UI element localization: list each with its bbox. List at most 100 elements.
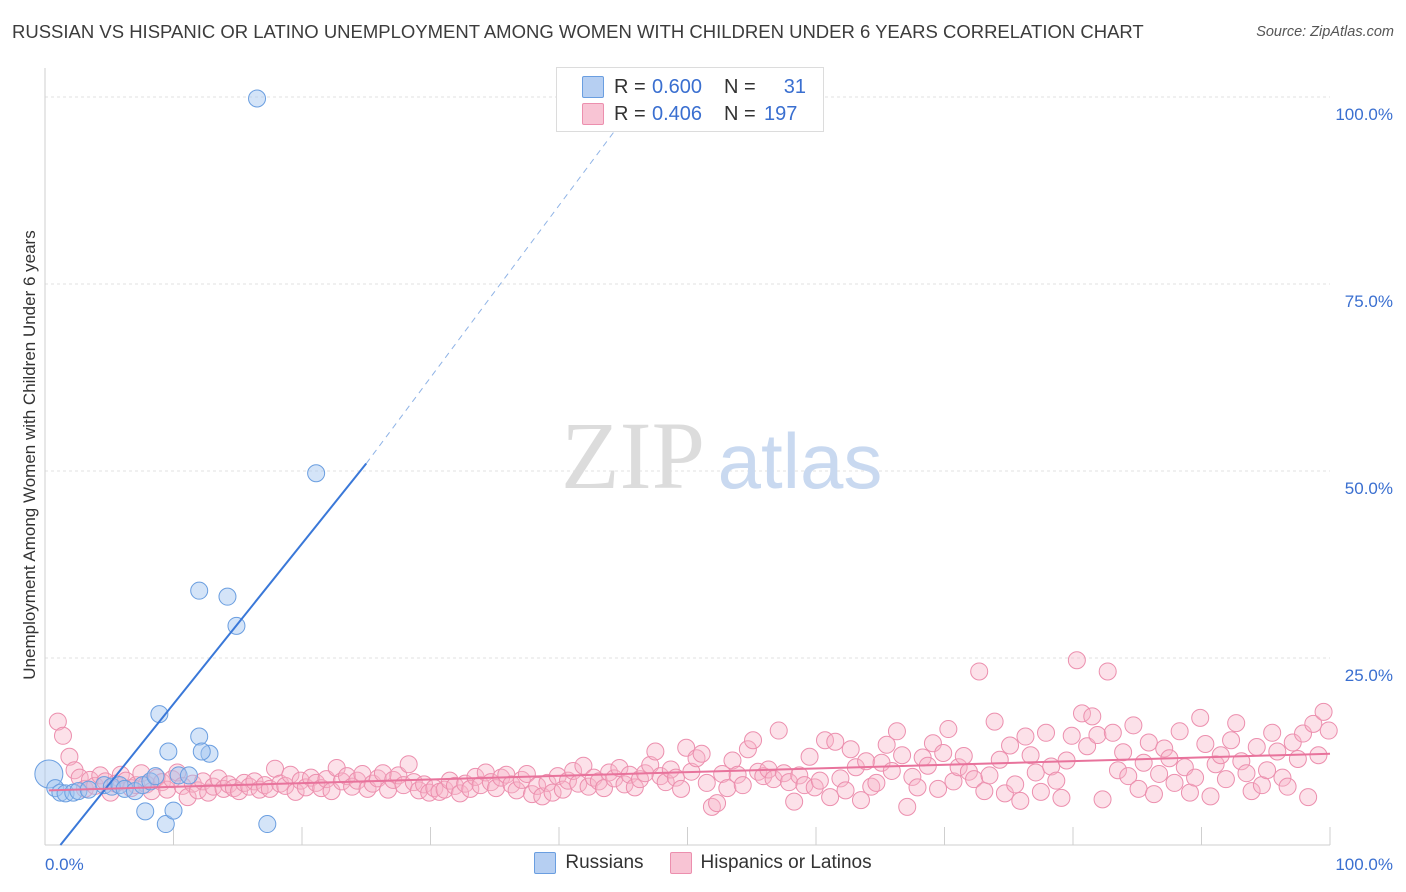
axes <box>44 68 1331 846</box>
hispanic-point <box>785 792 804 811</box>
russian-point <box>141 772 160 791</box>
hispanic-point <box>1258 761 1277 780</box>
hispanic-point <box>579 777 598 796</box>
hispanic-point <box>836 781 855 800</box>
hispanic-points <box>48 651 1338 816</box>
hispanic-point <box>841 740 860 759</box>
hispanic-point <box>949 758 968 777</box>
hispanic-point <box>1242 782 1261 801</box>
hispanic-point <box>1037 723 1056 742</box>
hispanic-point <box>1026 763 1045 782</box>
y-tick-label: 100.0% <box>1335 105 1393 124</box>
chart-title: RUSSIAN VS HISPANIC OR LATINO UNEMPLOYME… <box>12 21 1144 42</box>
hispanic-point <box>990 750 1009 769</box>
hispanic-point <box>954 746 973 765</box>
hispanic-point <box>435 780 454 799</box>
hispanic-point <box>158 780 177 799</box>
hispanic-point <box>1237 764 1256 783</box>
hispanic-point <box>266 759 285 778</box>
hispanic-point <box>1288 749 1307 768</box>
hispanic-point <box>939 720 958 739</box>
russian-point <box>190 581 209 600</box>
hispanic-point <box>995 784 1014 803</box>
y-tick-label: 25.0% <box>1345 666 1393 685</box>
hispanic-point <box>780 773 799 792</box>
hispanic-point <box>1186 768 1205 787</box>
hispanic-point <box>1180 783 1199 802</box>
hispanic-point <box>487 779 506 798</box>
hispanic-point <box>440 771 459 790</box>
hispanic-point <box>168 763 187 782</box>
hispanic-point <box>1319 721 1338 740</box>
legend-item-russians[interactable]: Russians <box>534 852 644 874</box>
hispanic-point <box>713 764 732 783</box>
hispanic-point <box>337 767 356 786</box>
hispanic-point <box>975 782 994 801</box>
hispanic-point <box>821 788 840 807</box>
watermark-zip: ZIP <box>561 402 705 509</box>
hispanic-point <box>1021 746 1040 765</box>
hispanic-point <box>533 787 552 806</box>
hispanic-point <box>893 746 912 765</box>
hispanic-point <box>738 740 757 759</box>
hispanic-point <box>399 755 418 774</box>
hispanic-point <box>48 712 67 731</box>
russian-point <box>307 464 326 483</box>
hispanic-point <box>800 747 819 766</box>
hispanic-point <box>507 781 526 800</box>
russian-point <box>218 587 237 606</box>
hispanic-point <box>1299 788 1318 807</box>
russian-points <box>34 89 326 834</box>
watermark-atlas: atlas <box>718 417 883 505</box>
x-tick-label: 0.0% <box>45 855 84 874</box>
hispanic-point <box>898 797 917 816</box>
hispanics-swatch <box>669 852 692 874</box>
hispanic-point <box>610 758 629 777</box>
hispanic-point <box>697 773 716 792</box>
hispanic-point <box>1119 767 1138 786</box>
hispanic-point <box>1072 704 1091 723</box>
hispanic-point <box>451 784 470 803</box>
hispanic-point <box>1108 761 1127 780</box>
russian-point <box>190 727 209 746</box>
hispanic-point <box>903 767 922 786</box>
hispanic-point <box>60 747 79 766</box>
russian-point <box>192 742 211 761</box>
hispanic-point <box>965 770 984 789</box>
hispanic-trend-line <box>48 752 1331 792</box>
hispanic-point <box>733 776 752 795</box>
hispanic-point <box>1201 787 1220 806</box>
hispanic-point <box>1216 770 1235 789</box>
series-legend: Russians Hispanics or Latinos <box>0 852 1406 874</box>
hispanic-point <box>980 766 999 785</box>
hispanic-point <box>209 769 228 788</box>
hispanic-point <box>1211 746 1230 765</box>
russian-point <box>179 766 198 785</box>
russian-point <box>146 767 165 786</box>
hispanic-point <box>1052 788 1071 807</box>
hispanic-point <box>517 764 536 783</box>
hispanic-point <box>1062 726 1081 745</box>
y-tick-label: 50.0% <box>1345 479 1393 498</box>
y-axis-label: Unemployment Among Women with Children U… <box>20 230 39 680</box>
hispanic-point <box>1283 733 1302 752</box>
hispanic-point <box>769 721 788 740</box>
hispanic-point <box>944 772 963 791</box>
russian-point <box>169 766 188 785</box>
russian-point <box>164 801 183 820</box>
legend-item-hispanics[interactable]: Hispanics or Latinos <box>669 852 872 874</box>
hispanic-point <box>1247 738 1266 757</box>
hispanic-point <box>1088 726 1107 745</box>
hispanic-point <box>764 770 783 789</box>
hispanic-point <box>985 712 1004 731</box>
hispanic-point <box>882 761 901 780</box>
russian-trend-extension <box>365 119 624 464</box>
hispanic-point <box>1031 782 1050 801</box>
russian-point <box>258 815 277 834</box>
hispanic-point <box>744 731 763 750</box>
hispanic-point <box>199 783 218 802</box>
hispanic-point <box>1098 662 1117 681</box>
hispanic-point <box>1268 742 1287 761</box>
hispanic-point <box>240 777 259 796</box>
